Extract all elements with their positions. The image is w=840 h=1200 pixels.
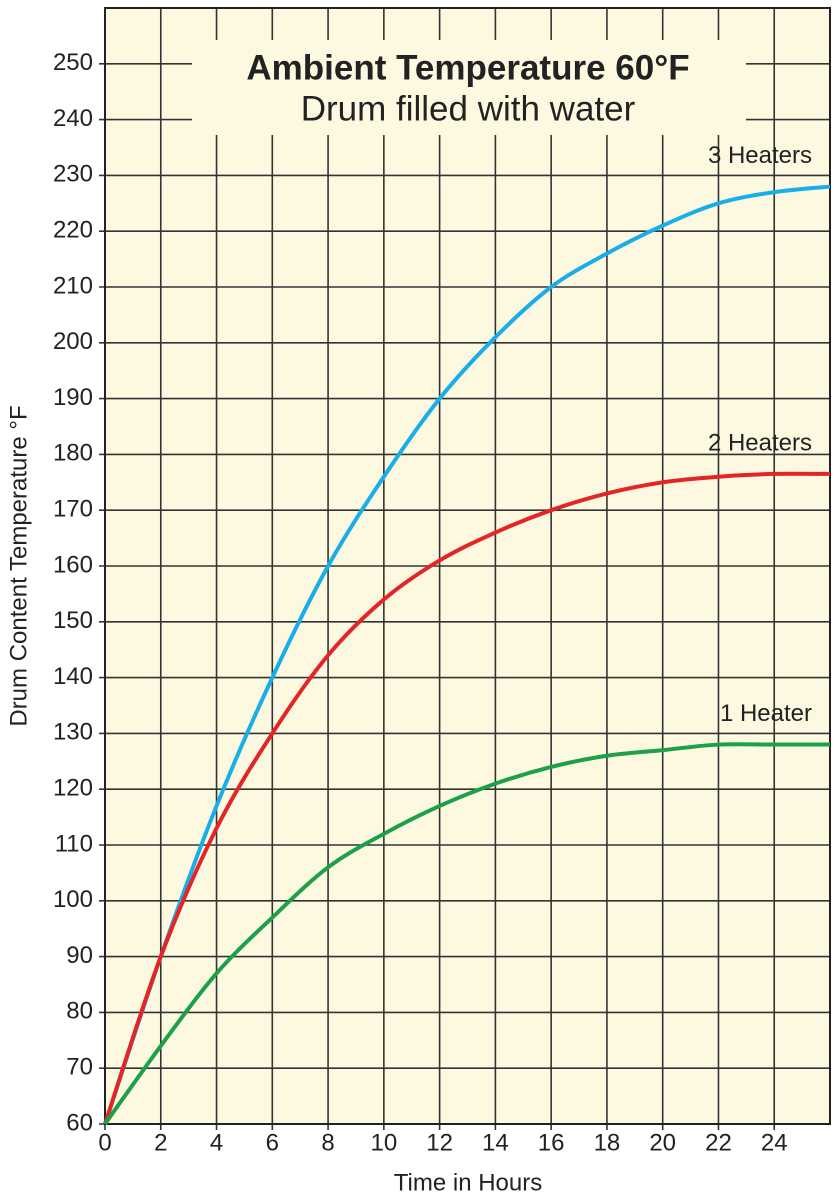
- x-axis-label: Time in Hours: [394, 1169, 542, 1196]
- y-tick-label: 250: [53, 49, 93, 76]
- x-tick-label: 4: [210, 1129, 223, 1156]
- y-tick-label: 180: [53, 440, 93, 467]
- title-backdrop: [192, 40, 746, 135]
- y-tick-label: 230: [53, 161, 93, 188]
- x-tick-label: 22: [705, 1129, 732, 1156]
- x-tick-label: 12: [426, 1129, 453, 1156]
- y-tick-label: 90: [66, 942, 93, 969]
- y-tick-label: 60: [66, 1109, 93, 1136]
- x-tick-label: 10: [370, 1129, 397, 1156]
- y-tick-label: 170: [53, 496, 93, 523]
- x-tick-label: 8: [321, 1129, 334, 1156]
- y-tick-label: 190: [53, 384, 93, 411]
- x-tick-label: 16: [538, 1129, 565, 1156]
- y-tick-label: 220: [53, 217, 93, 244]
- series-label: 2 Heaters: [708, 429, 812, 456]
- x-tick-label: 0: [98, 1129, 111, 1156]
- y-tick-label: 70: [66, 1054, 93, 1081]
- y-tick-label: 110: [55, 830, 93, 857]
- x-tick-label: 18: [594, 1129, 621, 1156]
- x-tick-label: 2: [154, 1129, 167, 1156]
- chart-title: Ambient Temperature 60°F: [246, 48, 689, 87]
- series-line: [103, 742, 830, 1126]
- series-label: 3 Heaters: [708, 142, 812, 169]
- series-line: [103, 471, 831, 1125]
- y-tick-label: 100: [53, 886, 93, 913]
- x-tick-label: 6: [266, 1129, 279, 1156]
- series-line: [103, 184, 831, 1125]
- y-axis-label: Drum Content Temperature °F: [5, 405, 32, 726]
- y-tick-label: 80: [66, 998, 93, 1025]
- chart-subtitle: Drum filled with water: [301, 89, 636, 128]
- series-label: 1 Heater: [720, 700, 812, 727]
- y-tick-label: 240: [53, 105, 93, 132]
- y-tick-label: 130: [53, 719, 93, 746]
- y-tick-label: 200: [53, 328, 93, 355]
- plot-frame: [104, 7, 831, 1125]
- y-tick-label: 210: [53, 272, 93, 299]
- y-tick-label: 160: [53, 551, 93, 578]
- y-tick-label: 150: [53, 607, 93, 634]
- x-tick-label: 14: [482, 1129, 509, 1156]
- x-tick-label: 24: [761, 1129, 788, 1156]
- y-tick-label: 120: [53, 775, 93, 802]
- x-tick-label: 20: [649, 1129, 676, 1156]
- y-tick-label: 140: [53, 663, 93, 690]
